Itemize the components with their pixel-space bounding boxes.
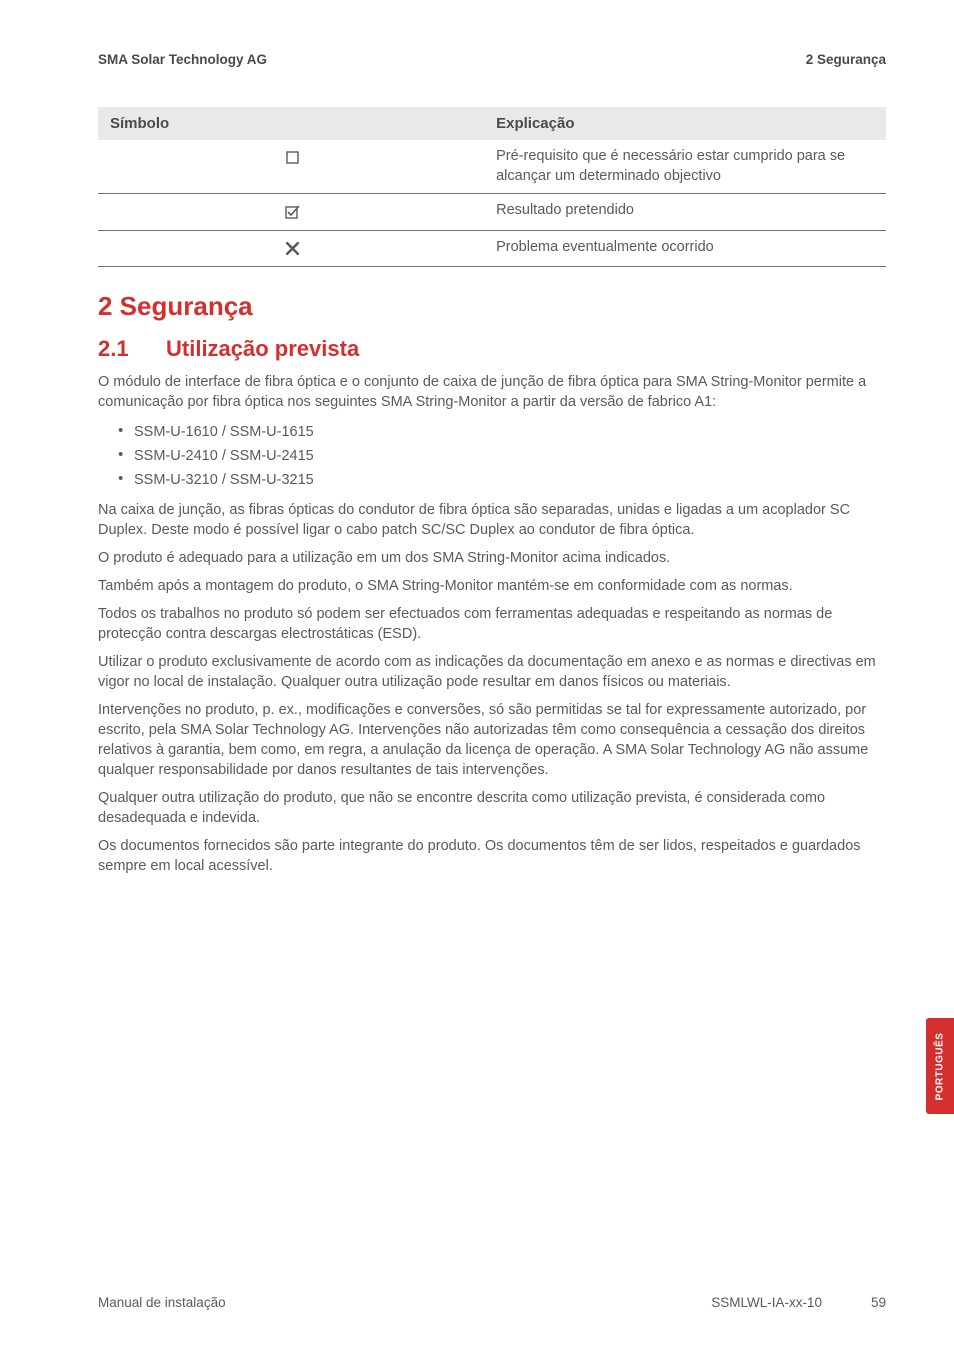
- symbol-cell: [98, 194, 484, 231]
- subsection-title: Utilização prevista: [166, 336, 359, 361]
- explanation-cell: Problema eventualmente ocorrido: [484, 230, 886, 267]
- table-row: Pré-requisito que é necessário estar cum…: [98, 140, 886, 194]
- language-tab: PORTUGUÊS: [926, 1018, 954, 1114]
- footer-page-number: 59: [822, 1295, 886, 1310]
- list-item: SSM-U-2410 / SSM-U-2415: [98, 444, 886, 468]
- footer-doc-id: SSMLWL-IA-xx-10: [711, 1295, 822, 1310]
- table-row: Problema eventualmente ocorrido: [98, 230, 886, 267]
- paragraph: Qualquer outra utilização do produto, qu…: [98, 788, 886, 828]
- list-item: SSM-U-1610 / SSM-U-1615: [98, 420, 886, 444]
- symbol-table: Símbolo Explicação Pré-requisito que é n…: [98, 107, 886, 267]
- subsection-heading: 2.1Utilização prevista: [98, 336, 886, 362]
- page-header: SMA Solar Technology AG 2 Segurança: [98, 52, 886, 67]
- section-heading: 2 Segurança: [98, 291, 886, 322]
- paragraph: Intervenções no produto, p. ex., modific…: [98, 700, 886, 780]
- subsection-number: 2.1: [98, 336, 166, 362]
- language-tab-label: PORTUGUÊS: [935, 1032, 946, 1100]
- paragraph: Também após a montagem do produto, o SMA…: [98, 576, 886, 596]
- paragraph: Utilizar o produto exclusivamente de aco…: [98, 652, 886, 692]
- cross-icon: [286, 242, 299, 255]
- list-item: SSM-U-3210 / SSM-U-3215: [98, 468, 886, 492]
- explanation-cell: Pré-requisito que é necessário estar cum…: [484, 140, 886, 194]
- table-header-row: Símbolo Explicação: [98, 107, 886, 140]
- footer-left: Manual de instalação: [98, 1295, 226, 1310]
- empty-box-icon: [286, 151, 299, 164]
- paragraph: O produto é adequado para a utilização e…: [98, 548, 886, 568]
- bullet-list: SSM-U-1610 / SSM-U-1615 SSM-U-2410 / SSM…: [98, 420, 886, 492]
- paragraph: Todos os trabalhos no produto só podem s…: [98, 604, 886, 644]
- explanation-cell: Resultado pretendido: [484, 194, 886, 231]
- paragraph: Os documentos fornecidos são parte integ…: [98, 836, 886, 876]
- symbol-cell: [98, 140, 484, 194]
- header-right: 2 Segurança: [806, 52, 886, 67]
- footer-right: SSMLWL-IA-xx-1059: [711, 1295, 886, 1310]
- page-footer: Manual de instalação SSMLWL-IA-xx-1059: [98, 1295, 886, 1310]
- checked-box-icon: [285, 205, 300, 219]
- paragraph: O módulo de interface de fibra óptica e …: [98, 372, 886, 412]
- table-row: Resultado pretendido: [98, 194, 886, 231]
- col-header-symbol: Símbolo: [98, 107, 484, 140]
- header-left: SMA Solar Technology AG: [98, 52, 267, 67]
- paragraph: Na caixa de junção, as fibras ópticas do…: [98, 500, 886, 540]
- page: SMA Solar Technology AG 2 Segurança Símb…: [0, 0, 954, 1354]
- symbol-cell: [98, 230, 484, 267]
- col-header-explanation: Explicação: [484, 107, 886, 140]
